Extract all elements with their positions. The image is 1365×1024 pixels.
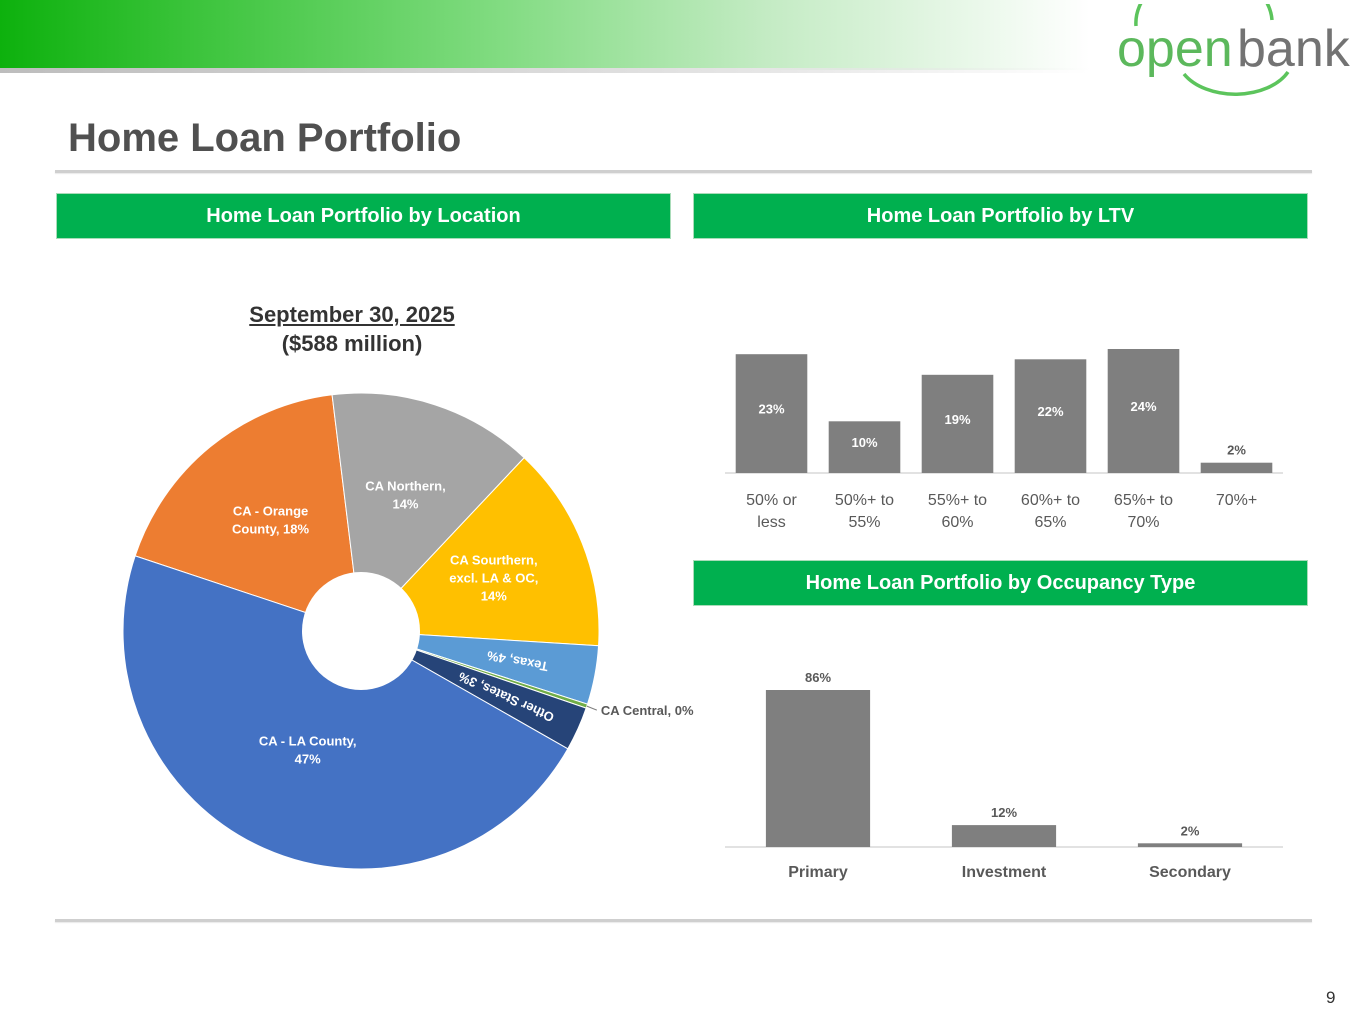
occupancy-data-label-investment: 12% [991, 805, 1017, 820]
ltv-bar-50-to-55 [828, 421, 901, 473]
occupancy-category-primary: Primary [788, 864, 848, 881]
pie-leader-line-ca-central [586, 705, 598, 711]
top-bar-shadow [0, 68, 1090, 73]
pie-heading: September 30, 2025 ($588 million) [152, 300, 552, 358]
pie-slice-ca-orange-county [134, 394, 362, 632]
page-number: 9 [1326, 988, 1336, 1007]
ltv-bar-50-or-less [735, 354, 808, 473]
pie-label-ca-northern: CA Northern, 14% [365, 478, 445, 511]
pie-slice-ca-sourthern-excl-la-oc [359, 457, 600, 647]
ltv-category-50-to-55: 50%+ to 55% [835, 492, 894, 531]
occupancy-section-header: Home Loan Portfolio by Occupancy Type [693, 560, 1308, 606]
page-title: Home Loan Portfolio [68, 116, 462, 160]
ltv-data-label-50-to-55: 10% [851, 435, 877, 450]
ltv-data-label-65-to-70: 24% [1130, 399, 1156, 414]
ltv-bar-chart: 23% 50% or less 10% 50%+ to 55% 19% 55%+ to 60% 2… [725, 349, 1283, 531]
ltv-bar-60-to-65 [1014, 359, 1087, 473]
ltv-bar-65-to-70 [1107, 349, 1180, 473]
title-divider [55, 170, 1312, 173]
pie-heading-date: September 30, 2025 [249, 302, 455, 327]
ltv-data-label-60-to-65: 22% [1037, 404, 1063, 419]
pie-label-ca-orange-county: CA - Orange County, 18% [232, 503, 309, 536]
pie-slice-ca-la-county [122, 555, 569, 870]
footer-divider [55, 919, 1312, 922]
ltv-category-50-or-less: 50% or less [746, 492, 797, 531]
pie-heading-amount: ($588 million) [281, 331, 423, 356]
ltv-section-header: Home Loan Portfolio by LTV [693, 193, 1308, 239]
pie-center-hole [302, 572, 420, 690]
occupancy-bar-primary [765, 690, 871, 847]
occupancy-bar-secondary [1137, 843, 1243, 847]
pie-label-ca-central: CA Central, 0% [601, 703, 694, 718]
ltv-category-65-to-70: 65%+ to 70% [1114, 492, 1173, 531]
logo-text-open: open [1117, 20, 1233, 78]
occupancy-data-label-secondary: 2% [1181, 823, 1200, 838]
location-pie-chart: CA - Orange County, 18% CA Northern, 14% CA … [122, 392, 694, 870]
ltv-bar-55-to-60 [921, 374, 994, 473]
location-section-header: Home Loan Portfolio by Location [56, 193, 671, 239]
openbank-logo: open bank [1117, 4, 1351, 96]
top-gradient-bar [0, 0, 1090, 70]
ltv-data-label-50-or-less: 23% [758, 402, 784, 417]
pie-slice-ca-northern [331, 392, 525, 633]
ltv-category-70: 70%+ [1216, 492, 1257, 509]
pie-label-ca-la-county: CA - LA County, 47% [259, 734, 357, 767]
occupancy-category-secondary: Secondary [1149, 864, 1231, 881]
ltv-bar-70 [1200, 462, 1273, 473]
ltv-data-label-55-to-60: 19% [944, 412, 970, 427]
logo-text-bank: bank [1237, 20, 1351, 78]
occupancy-data-label-primary: 86% [805, 670, 831, 685]
pie-label-ca-sourthern-excl-la-oc: CA Sourthern, excl. LA & OC, 14% [449, 552, 538, 603]
occupancy-bar-chart: 86% Primary 12% Investment 2% Secondary [725, 670, 1283, 881]
ltv-category-60-to-65: 60%+ to 65% [1021, 492, 1080, 531]
ltv-data-label-70: 2% [1227, 443, 1246, 458]
occupancy-bar-investment [951, 825, 1057, 847]
ltv-category-55-to-60: 55%+ to 60% [928, 492, 987, 531]
occupancy-category-investment: Investment [962, 864, 1047, 881]
